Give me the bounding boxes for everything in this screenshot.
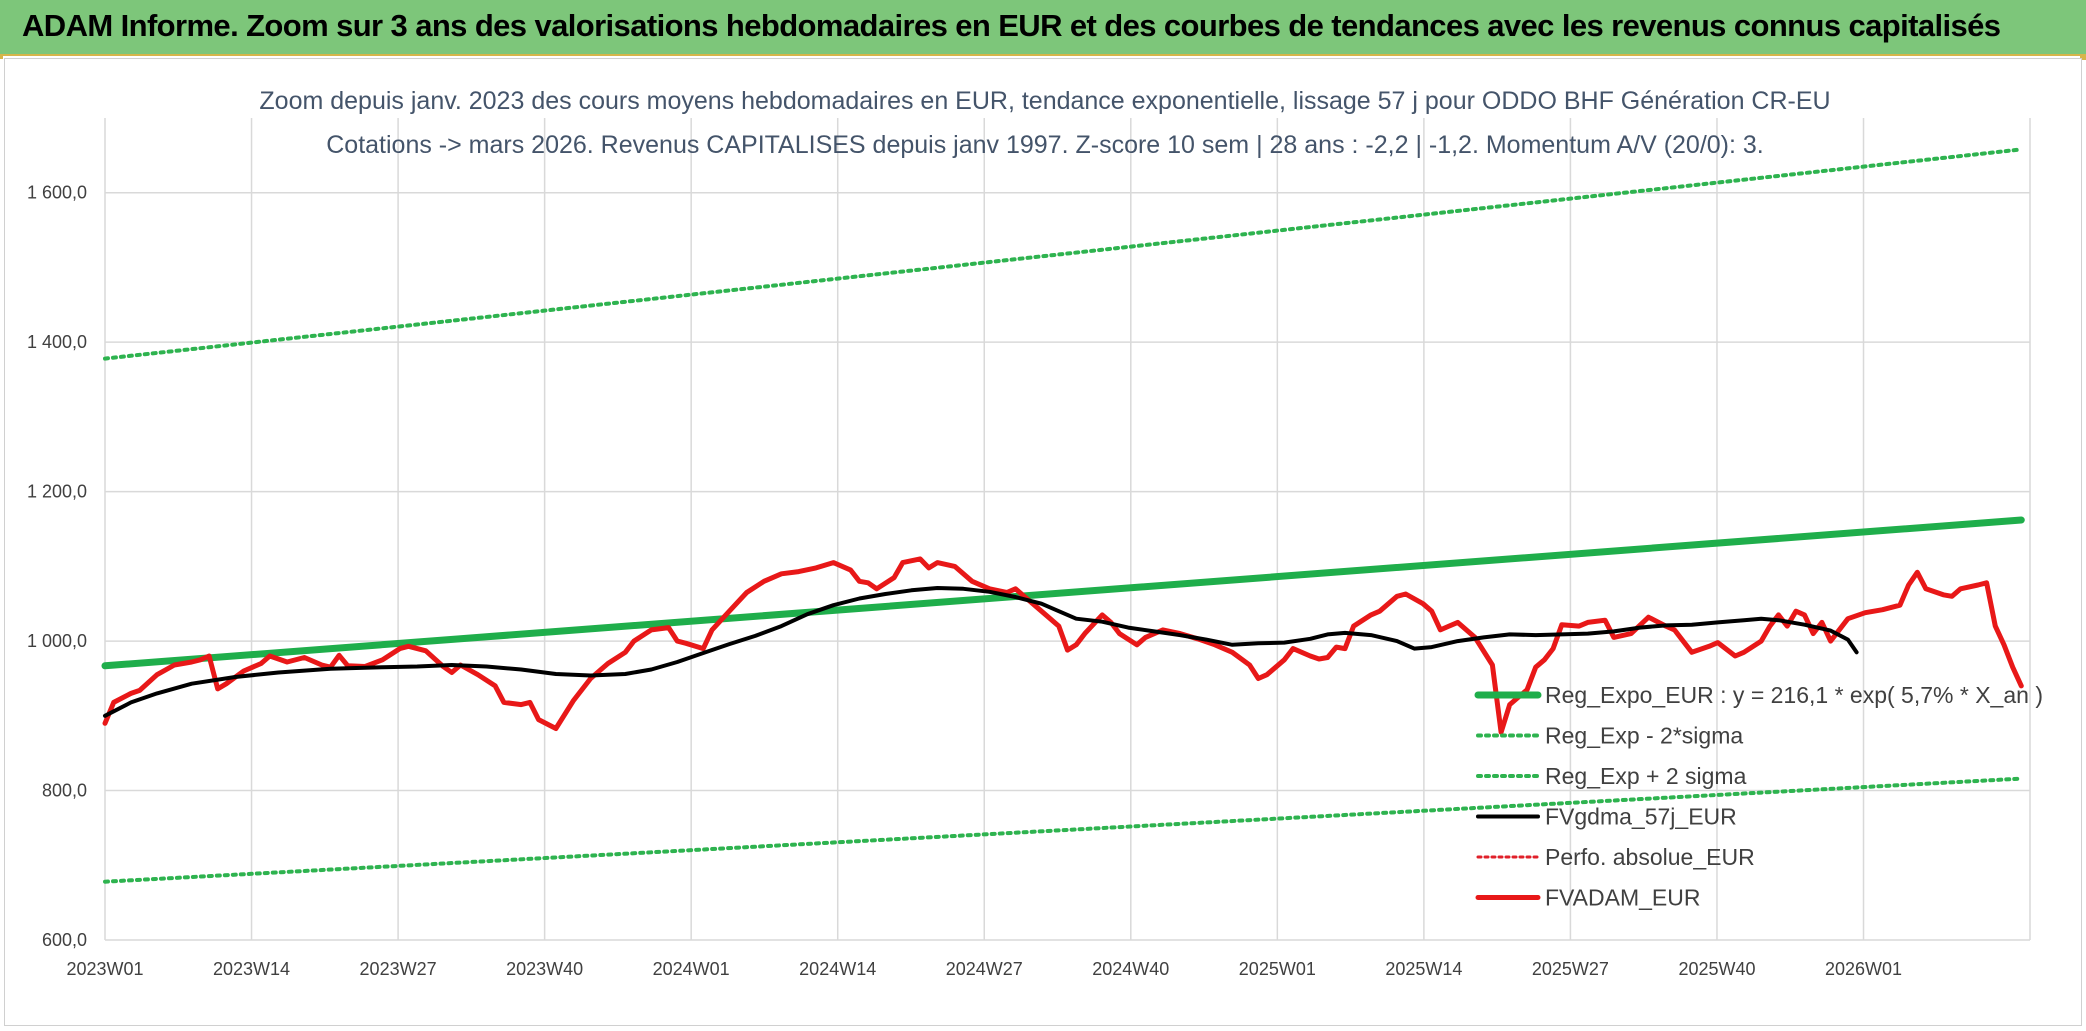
x-tick-label: 2023W01 xyxy=(66,959,143,979)
x-tick-label: 2023W40 xyxy=(506,959,583,979)
sigma-band-line xyxy=(103,147,2024,361)
left-edge-accent xyxy=(0,56,3,59)
gridlines xyxy=(104,118,2031,941)
y-tick-label: 1 400,0 xyxy=(27,332,87,352)
y-tick-label: 800,0 xyxy=(42,781,87,801)
legend-label: FVADAM_EUR xyxy=(1545,885,1701,911)
legend-label: Perfo. absolue_EUR xyxy=(1545,844,1755,870)
chart-title-line-2: Cotations -> mars 2026. Revenus CAPITALI… xyxy=(326,131,1764,159)
y-tick-label: 1 000,0 xyxy=(27,631,87,651)
y-tick-label: 1 600,0 xyxy=(27,183,87,203)
chart-title-line-1: Zoom depuis janv. 2023 des cours moyens … xyxy=(259,87,1830,115)
header-bar: ADAM Informe. Zoom sur 3 ans des valoris… xyxy=(0,0,2086,56)
y-tick-label: 600,0 xyxy=(42,930,87,950)
legend-label: Reg_Exp + 2 sigma xyxy=(1545,763,1747,789)
right-edge-accent xyxy=(2080,56,2086,60)
regression-line xyxy=(101,516,2025,670)
x-tick-label: 2024W01 xyxy=(653,959,730,979)
legend: Reg_Expo_EUR : y = 216,1 * exp( 5,7% * X… xyxy=(1474,682,2043,911)
x-tick-label: 2024W40 xyxy=(1092,959,1169,979)
x-tick-label: 2025W27 xyxy=(1532,959,1609,979)
x-tick-label: 2023W14 xyxy=(213,959,290,979)
y-axis-tick-labels: 600,0 800,0 1 000,0 1 200,0 1 400,0 1 600,0 xyxy=(27,183,87,950)
x-tick-label: 2025W14 xyxy=(1385,959,1462,979)
sigma-band-line xyxy=(103,776,2024,884)
smoothed-line xyxy=(103,586,1859,718)
x-tick-label: 2026W01 xyxy=(1825,959,1902,979)
legend-label: Reg_Exp - 2*sigma xyxy=(1545,723,1743,749)
y-tick-label: 1 200,0 xyxy=(27,482,87,502)
x-tick-label: 2025W40 xyxy=(1678,959,1755,979)
x-tick-label: 2024W14 xyxy=(799,959,876,979)
x-tick-label: 2024W27 xyxy=(946,959,1023,979)
series-lines xyxy=(101,147,2025,884)
x-axis-tick-labels: 2023W01 2023W14 2023W27 2023W40 2024W01 2024W… xyxy=(66,959,1902,979)
x-tick-label: 2025W01 xyxy=(1239,959,1316,979)
legend-label: FVgdma_57j_EUR xyxy=(1545,804,1737,830)
legend-label: Reg_Expo_EUR : y = 216,1 * exp( 5,7% * X… xyxy=(1545,682,2043,708)
report-title: ADAM Informe. Zoom sur 3 ans des valoris… xyxy=(22,8,2001,43)
x-tick-label: 2023W27 xyxy=(360,959,437,979)
